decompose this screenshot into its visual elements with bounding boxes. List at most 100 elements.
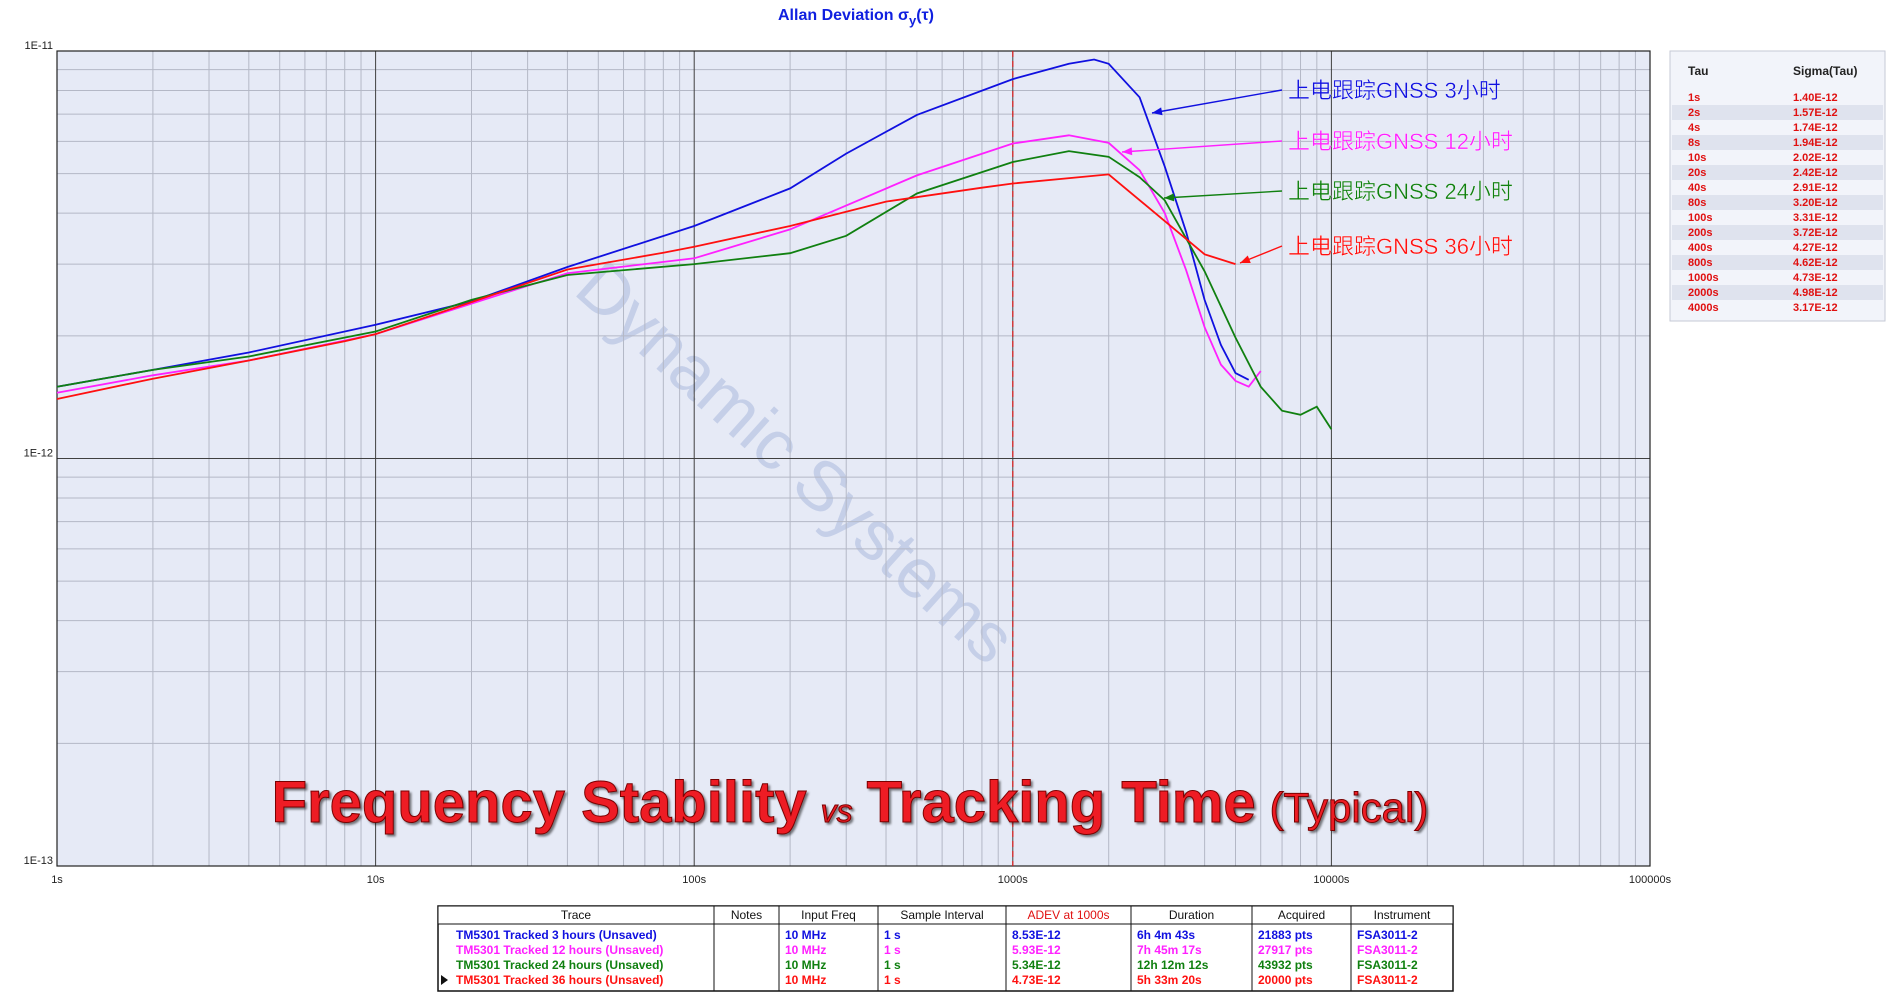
headline: Frequency Stability vs Tracking Time (Typic… xyxy=(272,770,1429,835)
y-tick-label: 1E-13 xyxy=(24,855,53,867)
trace-table-cell: 1 s xyxy=(884,973,901,987)
title-sub: y xyxy=(909,13,917,28)
tau-table-cell: 4.62E-12 xyxy=(1793,257,1838,269)
tau-table-cell: 4s xyxy=(1688,122,1700,134)
x-tick-label: 100000s xyxy=(1629,874,1672,886)
tau-table xyxy=(1669,50,1886,322)
legend-label: 上电跟踪GNSS 3小时 xyxy=(1288,78,1501,103)
trace-table-cell: 27917 pts xyxy=(1258,943,1313,957)
trace-table-cell: 20000 pts xyxy=(1258,973,1313,987)
tau-table-cell: 2.91E-12 xyxy=(1793,182,1838,194)
trace-table-header: Acquired xyxy=(1278,908,1325,922)
plot-frame xyxy=(56,50,1651,867)
legend-label: 上电跟踪GNSS 36小时 xyxy=(1288,234,1513,259)
trace-table-cell: FSA3011-2 xyxy=(1357,943,1418,957)
tau-table-cell: 100s xyxy=(1688,212,1712,224)
tau-table-cell: 2s xyxy=(1688,107,1700,119)
row-pointer xyxy=(441,975,448,985)
trace-table-cell: 43932 pts xyxy=(1258,958,1313,972)
trace-table-cell: TM5301 Tracked 36 hours (Unsaved) xyxy=(456,973,663,987)
legend-label: 上电跟踪GNSS 24小时 xyxy=(1288,179,1513,204)
tau-table-cell: 40s xyxy=(1688,182,1706,194)
trace-table-cell: 1 s xyxy=(884,928,901,942)
legend-arrow xyxy=(1163,190,1283,199)
headline-part: (Typical) xyxy=(1270,784,1429,831)
tau-row-band xyxy=(1672,135,1883,150)
trace-table-cell: 10 MHz xyxy=(785,973,826,987)
trace-table-cell: 10 MHz xyxy=(785,943,826,957)
series-line xyxy=(56,58,1250,388)
legend-arrow xyxy=(1151,89,1283,114)
tau-table-cell: 1000s xyxy=(1688,272,1719,284)
tau-table-cell: 2.02E-12 xyxy=(1793,152,1838,164)
tau-table-cell: 3.72E-12 xyxy=(1793,227,1838,239)
tau-row-band xyxy=(1672,105,1883,120)
trace-table-cell: 8.53E-12 xyxy=(1012,928,1061,942)
tau-table-cell: 4.98E-12 xyxy=(1793,287,1838,299)
headline-part: Tracking Time xyxy=(867,770,1256,835)
x-tick-label: 100s xyxy=(682,874,706,886)
trace-table-cell: 4.73E-12 xyxy=(1012,973,1061,987)
tau-row-band xyxy=(1672,165,1883,180)
tau-row-band xyxy=(1672,285,1883,300)
trace-table-cell: FSA3011-2 xyxy=(1357,928,1418,942)
tau-row-band xyxy=(1672,225,1883,240)
trace-table-cell: TM5301 Tracked 12 hours (Unsaved) xyxy=(456,943,663,957)
trace-table-cell: 10 MHz xyxy=(785,958,826,972)
headline-part: Frequency Stability xyxy=(272,770,807,835)
legend-label: 上电跟踪GNSS 12小时 xyxy=(1288,129,1513,154)
tau-table-header: Tau xyxy=(1688,64,1708,78)
tau-table-cell: 400s xyxy=(1688,242,1712,254)
legend-arrow xyxy=(1121,140,1283,153)
legend-arrowhead xyxy=(1122,147,1133,156)
tau-table-cell: 1.74E-12 xyxy=(1793,122,1838,134)
trace-table-cell: 10 MHz xyxy=(785,928,826,942)
tau-table-cell: 4000s xyxy=(1688,302,1719,314)
trace-table-header: Input Freq xyxy=(801,908,856,922)
tau-table-header: Sigma(Tau) xyxy=(1793,64,1857,78)
x-tick-label: 1s xyxy=(51,874,63,886)
tau-table-cell: 800s xyxy=(1688,257,1712,269)
trace-table-header: Duration xyxy=(1169,908,1214,922)
x-tick-label: 10000s xyxy=(1313,874,1350,886)
headline-part: vs xyxy=(821,793,853,829)
tau-table-cell: 200s xyxy=(1688,227,1712,239)
x-tick-label: 10s xyxy=(367,874,385,886)
tau-table-cell: 4.27E-12 xyxy=(1793,242,1838,254)
trace-table-header: Sample Interval xyxy=(900,908,983,922)
series-line xyxy=(56,173,1236,400)
trace-table-cell: 7h 45m 17s xyxy=(1137,943,1202,957)
tau-row-band xyxy=(1672,255,1883,270)
tau-table-cell: 3.31E-12 xyxy=(1793,212,1838,224)
legend-arrowhead xyxy=(1240,255,1251,263)
trace-table-cell: 1 s xyxy=(884,958,901,972)
legend-arrowhead xyxy=(1152,107,1163,116)
tau-table-cell: 80s xyxy=(1688,197,1706,209)
title-suffix: (τ) xyxy=(916,7,934,24)
tau-row-band xyxy=(1672,195,1883,210)
trace-table-header: Trace xyxy=(561,908,592,922)
trace-table-cell: FSA3011-2 xyxy=(1357,958,1418,972)
trace-table-cell: 5.93E-12 xyxy=(1012,943,1061,957)
tau-table-cell: 4.73E-12 xyxy=(1793,272,1838,284)
trace-table-cell: 5.34E-12 xyxy=(1012,958,1061,972)
title-text: Allan Deviation σ xyxy=(778,7,909,24)
tau-table-cell: 2000s xyxy=(1688,287,1719,299)
tau-table-cell: 1.94E-12 xyxy=(1793,137,1838,149)
trace-table-cell: 12h 12m 12s xyxy=(1137,958,1209,972)
y-tick-label: 1E-11 xyxy=(24,40,53,52)
tau-table-cell: 20s xyxy=(1688,167,1706,179)
y-tick-label: 1E-12 xyxy=(24,448,53,460)
legend-arrowhead xyxy=(1164,193,1175,202)
x-tick-label: 1000s xyxy=(998,874,1028,886)
tau-table-cell: 1.57E-12 xyxy=(1793,107,1838,119)
tau-table-cell: 3.17E-12 xyxy=(1793,302,1838,314)
chart-title: Allan Deviation σy(τ) xyxy=(778,7,934,28)
tau-table-cell: 8s xyxy=(1688,137,1700,149)
trace-table-cell: TM5301 Tracked 24 hours (Unsaved) xyxy=(456,958,663,972)
trace-table-cell: FSA3011-2 xyxy=(1357,973,1418,987)
trace-table-cell: 5h 33m 20s xyxy=(1137,973,1202,987)
series-line xyxy=(56,150,1333,430)
trace-table-cell: TM5301 Tracked 3 hours (Unsaved) xyxy=(456,928,657,942)
